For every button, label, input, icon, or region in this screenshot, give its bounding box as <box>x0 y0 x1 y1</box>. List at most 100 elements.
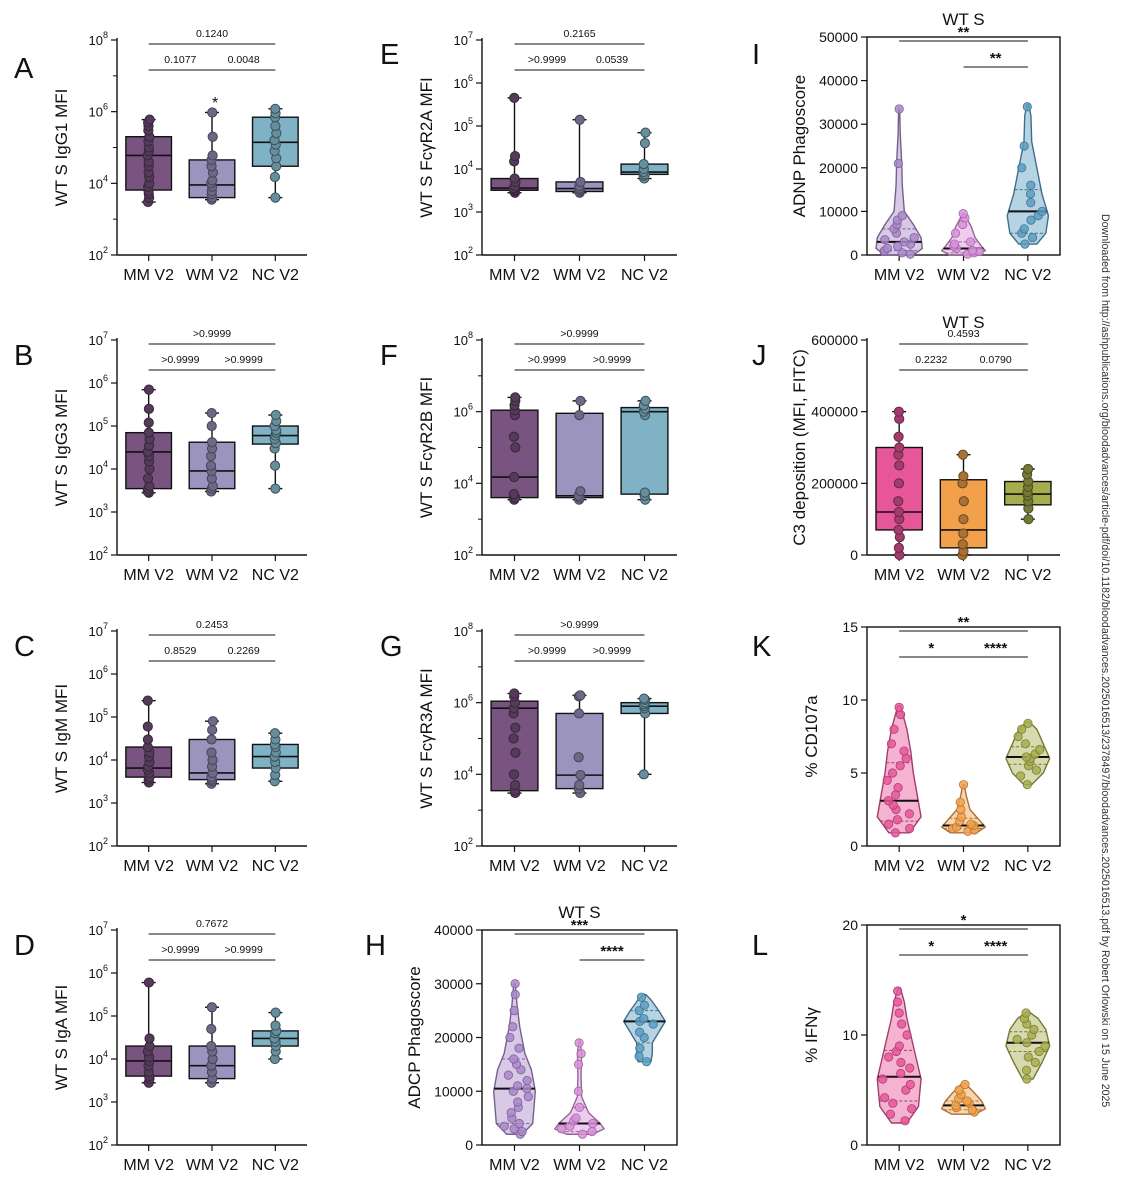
panel-h: H WT S 0 10000 20000 30000 40000 ADCP Phagoscor… <box>365 903 678 1174</box>
comparison-label: *** <box>571 917 589 934</box>
data-point <box>905 1079 915 1090</box>
data-point <box>207 724 218 736</box>
data-point <box>639 487 651 498</box>
data-point <box>893 782 903 793</box>
box-0 <box>125 695 173 788</box>
data-point <box>1034 1046 1044 1057</box>
data-point <box>508 769 520 780</box>
y-tick-exponent: 4 <box>103 459 108 469</box>
data-point <box>1017 163 1027 173</box>
data-point <box>638 693 650 704</box>
y-tick-label: 106 <box>454 693 473 711</box>
violin-2 <box>1005 1008 1051 1084</box>
data-point <box>893 478 905 489</box>
y-tick-exponent: 6 <box>103 963 108 973</box>
data-point <box>510 722 521 733</box>
data-point <box>142 721 153 732</box>
y-axis-label: % IFNγ <box>802 1007 821 1063</box>
panel-letter: J <box>752 340 767 372</box>
y-tick-exponent: 7 <box>103 920 108 930</box>
data-point <box>958 514 969 525</box>
data-point <box>269 171 281 183</box>
comparison-label: **** <box>984 938 1008 955</box>
data-point <box>897 211 907 221</box>
data-point <box>143 977 155 988</box>
data-point <box>1026 215 1036 225</box>
data-point <box>514 1118 524 1129</box>
panel-letter: E <box>380 39 399 71</box>
y-tick-label: 104 <box>454 764 473 782</box>
comparison-label: **** <box>984 640 1008 657</box>
data-point <box>890 828 900 838</box>
data-point <box>510 979 520 989</box>
data-point <box>958 471 969 482</box>
comparison-label: ** <box>990 50 1002 67</box>
y-tick-exponent: 2 <box>468 836 473 846</box>
y-tick-label: 103 <box>89 793 108 811</box>
y-tick-base: 10 <box>89 839 103 854</box>
y-tick-label: 103 <box>454 202 473 220</box>
y-tick-exponent: 5 <box>103 1006 108 1016</box>
data-point <box>575 486 586 497</box>
comparison-label: 0.2269 <box>228 645 260 657</box>
data-point <box>206 437 218 448</box>
x-tick-label: WM V2 <box>553 858 606 875</box>
data-point <box>517 1126 527 1137</box>
y-tick-label: 105 <box>89 707 108 725</box>
violin-1 <box>940 208 987 259</box>
data-point <box>893 241 903 251</box>
y-tick-label: 102 <box>454 245 473 263</box>
box-1 <box>188 107 236 205</box>
x-tick-label: NC V2 <box>621 1157 668 1174</box>
data-point <box>1026 180 1036 190</box>
y-axis-label: WT S FcγR2B MFI <box>417 377 436 518</box>
violin-0 <box>493 979 536 1139</box>
y-axis-label: ADNP Phagoscore <box>790 75 809 217</box>
y-axis-label: WT S FcγR3A MFI <box>417 668 436 808</box>
y-tick-label: 104 <box>89 1049 108 1067</box>
y-tick-label: 107 <box>89 920 108 938</box>
box-2 <box>251 409 299 494</box>
data-point <box>509 1054 519 1064</box>
data-point <box>893 506 904 518</box>
box-1 <box>555 395 604 505</box>
data-point <box>965 237 976 247</box>
data-point <box>142 695 153 706</box>
panel-letter: H <box>365 930 386 962</box>
y-tick-exponent: 2 <box>103 1135 108 1145</box>
watermark-label: Downloaded from http://ashpublications.o… <box>1099 214 1111 1107</box>
y-tick-label: 104 <box>89 459 108 477</box>
comparison-label: 0.2453 <box>196 619 228 631</box>
violin-1 <box>940 1079 987 1117</box>
data-point <box>894 702 904 712</box>
data-point <box>957 449 969 460</box>
comparison-label: >0.9999 <box>161 944 199 956</box>
data-point <box>270 409 281 421</box>
y-tick-label: 106 <box>89 102 108 120</box>
y-tick-label: 0 <box>850 247 858 263</box>
comparison-label: >0.9999 <box>560 328 598 340</box>
data-point <box>270 103 281 114</box>
data-point <box>508 1022 518 1032</box>
data-point <box>641 1057 652 1067</box>
y-tick-label: 102 <box>89 836 108 854</box>
panel-letter: G <box>380 631 403 663</box>
data-point <box>950 228 961 238</box>
x-tick-label: NC V2 <box>1004 267 1051 284</box>
data-point <box>909 232 919 243</box>
data-point <box>883 819 894 829</box>
comparison-label: 0.2165 <box>563 28 595 40</box>
y-tick-label: 400000 <box>811 404 858 420</box>
box-2 <box>620 693 669 780</box>
panel-letter: F <box>380 340 398 372</box>
y-tick-label: 105 <box>89 1006 108 1024</box>
data-point <box>1021 752 1031 762</box>
data-point <box>1020 239 1030 249</box>
data-point <box>270 120 281 132</box>
y-tick-exponent: 2 <box>103 545 108 555</box>
y-tick-base: 10 <box>454 76 468 91</box>
